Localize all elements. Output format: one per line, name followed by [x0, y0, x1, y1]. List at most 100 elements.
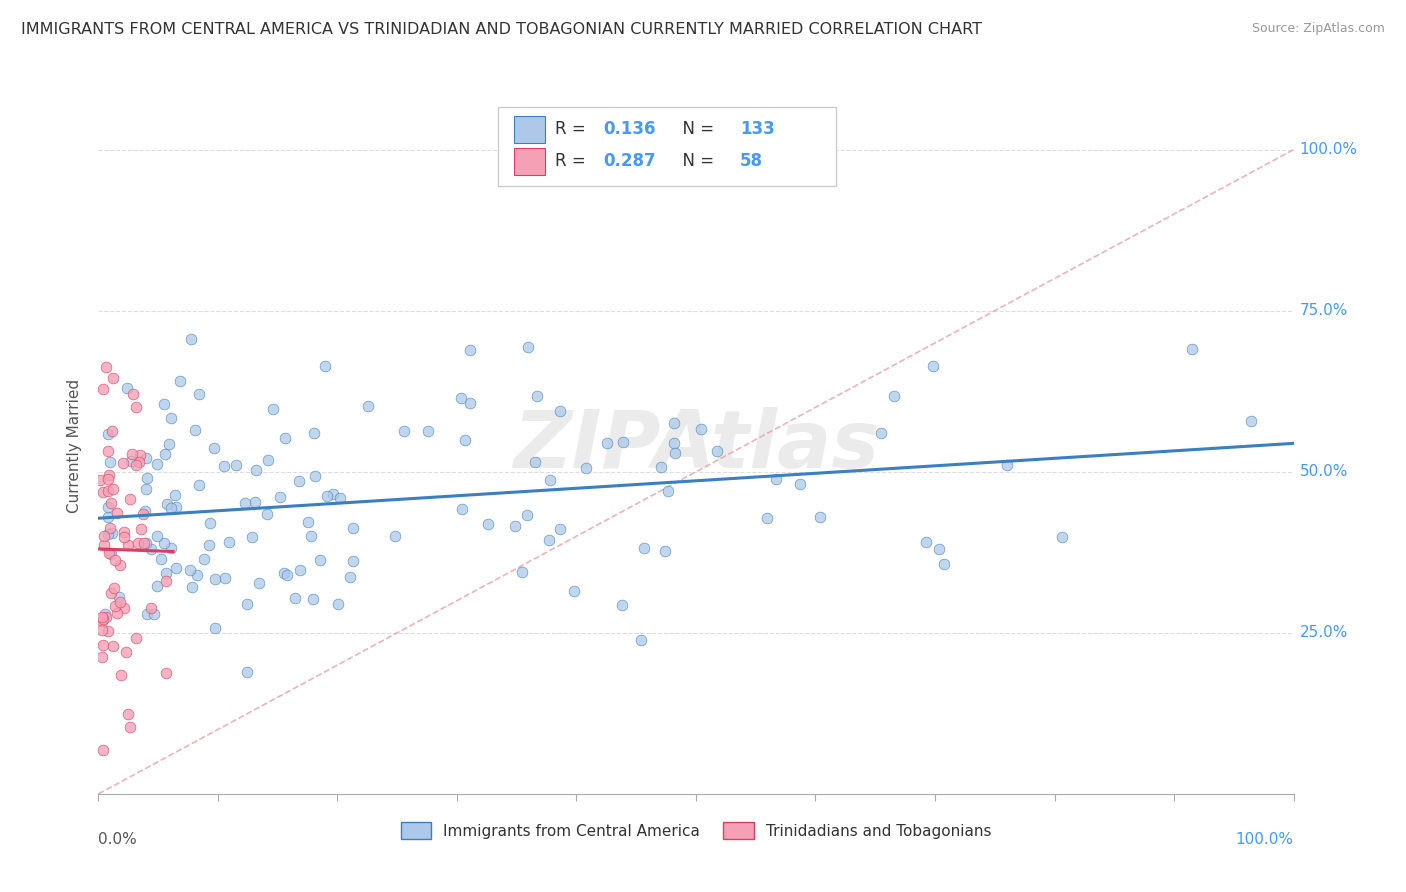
Point: [97, 484, 120, 499]
Point: [143, 607, 166, 621]
Point: [89, 473, 111, 487]
Point: [516, 340, 538, 354]
Point: [91, 614, 114, 628]
Point: [524, 455, 547, 469]
Point: [650, 459, 672, 474]
Text: 25.0%: 25.0%: [1299, 625, 1348, 640]
Point: [110, 558, 132, 572]
Point: [575, 461, 598, 475]
Point: [269, 490, 291, 504]
Point: [136, 471, 159, 485]
Point: [120, 720, 142, 734]
Point: [329, 491, 352, 505]
FancyBboxPatch shape: [498, 107, 835, 186]
Point: [288, 475, 311, 489]
Point: [299, 528, 322, 542]
Point: [91, 612, 114, 626]
Point: [755, 511, 778, 525]
Point: [630, 632, 652, 647]
Point: [921, 359, 943, 373]
Point: [197, 537, 219, 551]
Point: [97, 527, 120, 541]
Point: [548, 404, 571, 418]
Point: [156, 497, 179, 511]
Point: [153, 397, 176, 411]
Point: [662, 435, 685, 450]
Point: [117, 707, 139, 722]
Point: [302, 592, 325, 607]
Point: [308, 553, 330, 567]
Point: [1240, 414, 1263, 428]
Point: [100, 586, 122, 600]
Point: [97, 500, 120, 514]
Point: [129, 448, 152, 462]
Point: [510, 566, 533, 580]
Point: [188, 477, 211, 491]
Text: R =: R =: [555, 120, 591, 138]
Text: 75.0%: 75.0%: [1299, 303, 1348, 318]
Point: [458, 396, 481, 410]
Point: [112, 525, 135, 540]
Point: [342, 521, 364, 535]
Point: [97, 444, 120, 458]
Point: [121, 386, 143, 401]
Point: [315, 489, 337, 503]
Point: [169, 374, 191, 388]
Point: [145, 529, 167, 543]
Text: IMMIGRANTS FROM CENTRAL AMERICA VS TRINIDADIAN AND TOBAGONIAN CURRENTLY MARRIED : IMMIGRANTS FROM CENTRAL AMERICA VS TRINI…: [21, 22, 981, 37]
Point: [112, 601, 135, 615]
Point: [146, 457, 169, 471]
Point: [91, 743, 114, 757]
Point: [91, 610, 114, 624]
Point: [134, 504, 156, 518]
Point: [357, 400, 380, 414]
Point: [540, 473, 562, 487]
Point: [160, 541, 183, 556]
Point: [179, 563, 201, 577]
Point: [273, 431, 295, 445]
Point: [288, 563, 311, 577]
Point: [155, 574, 177, 589]
Point: [765, 472, 787, 486]
Point: [612, 598, 634, 612]
Point: [706, 444, 728, 458]
Point: [159, 411, 181, 425]
Point: [90, 650, 112, 665]
Point: [105, 606, 128, 620]
Point: [233, 496, 256, 510]
Point: [242, 529, 264, 543]
Point: [342, 554, 364, 568]
Point: [127, 536, 149, 550]
Point: [458, 343, 481, 358]
Point: [384, 529, 406, 543]
Point: [654, 543, 676, 558]
Point: [225, 458, 247, 472]
Point: [125, 401, 148, 415]
FancyBboxPatch shape: [515, 148, 546, 175]
Point: [125, 631, 148, 645]
Point: [451, 502, 474, 516]
Point: [108, 595, 131, 609]
Point: [256, 507, 278, 521]
Point: [284, 591, 307, 606]
Point: [153, 536, 176, 550]
Point: [135, 451, 157, 466]
Point: [129, 522, 152, 536]
Point: [146, 579, 169, 593]
Point: [157, 436, 180, 450]
Point: [121, 447, 143, 461]
Point: [91, 638, 114, 652]
Point: [108, 590, 131, 604]
Point: [120, 454, 142, 468]
Point: [141, 601, 163, 615]
Point: [418, 425, 440, 439]
Point: [322, 487, 344, 501]
Point: [516, 508, 538, 522]
Point: [115, 645, 138, 659]
FancyBboxPatch shape: [515, 116, 546, 143]
Point: [883, 388, 905, 402]
Text: Source: ZipAtlas.com: Source: ZipAtlas.com: [1251, 22, 1385, 36]
Point: [103, 371, 125, 385]
Point: [262, 402, 284, 417]
Point: [304, 469, 326, 483]
